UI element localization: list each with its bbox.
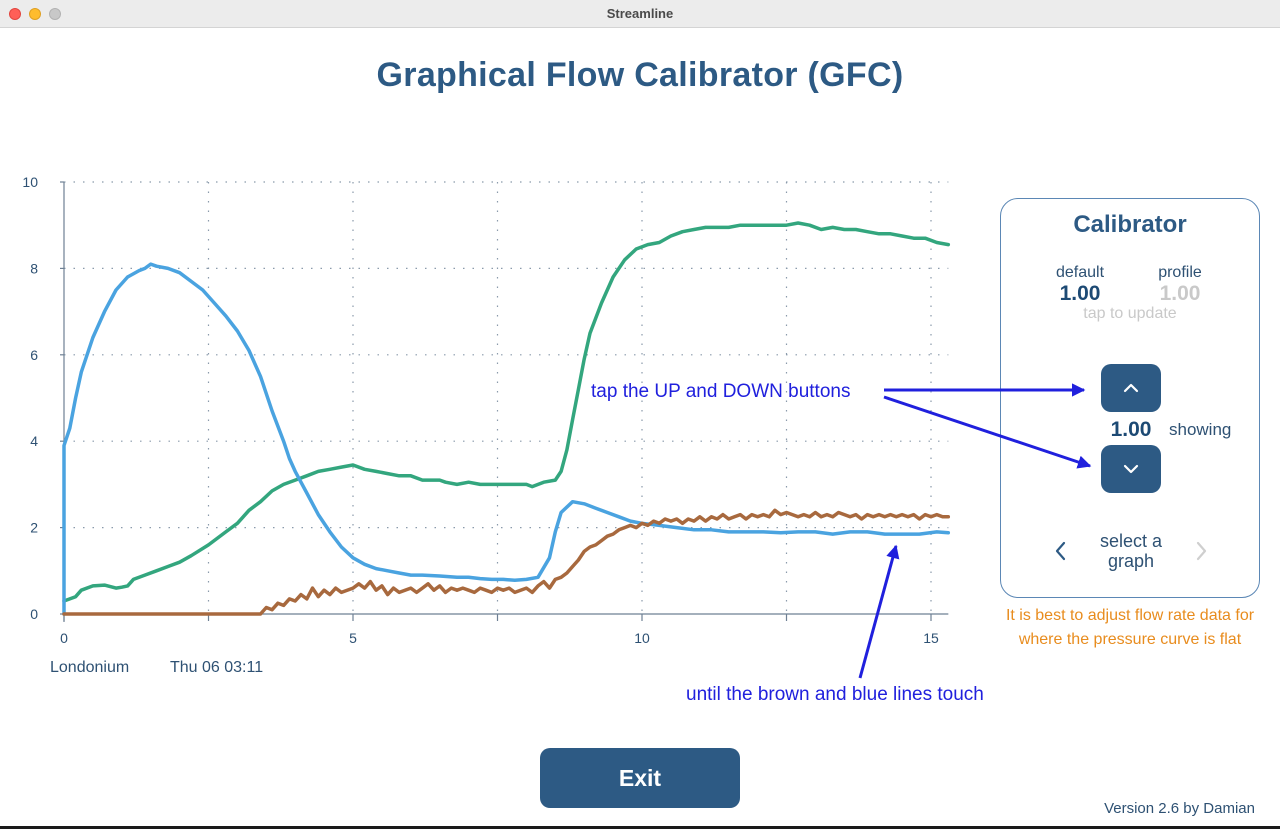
y-tick-label: 8 (30, 260, 38, 276)
title-bar: Streamline (0, 0, 1280, 28)
minimize-window-button[interactable] (29, 8, 41, 20)
window-bottom-edge (0, 826, 1280, 829)
chevron-left-icon[interactable] (1049, 539, 1073, 563)
default-value: 1.00 (1059, 282, 1101, 305)
tap-to-update-hint[interactable]: tap to update (1083, 305, 1177, 322)
series-line-2 (62, 262, 951, 616)
version-label: Version 2.6 by Damian (1104, 800, 1255, 817)
calibrator-panel: Calibrator default 1.00 profile 1.00 tap… (1000, 198, 1260, 598)
x-tick-label: 0 (60, 630, 68, 646)
default-label: default (1055, 264, 1105, 281)
profile-column[interactable]: profile 1.00 (1135, 264, 1225, 306)
chart-series (62, 221, 951, 616)
series-line-1 (62, 221, 951, 603)
advice-text: It is best to adjust flow rate data for … (1005, 607, 1255, 648)
up-button[interactable] (1101, 364, 1161, 412)
exit-button[interactable]: Exit (540, 748, 740, 808)
page-title: Graphical Flow Calibrator (GFC) (376, 56, 904, 94)
select-graph-label: select a graph (1081, 531, 1181, 571)
calibration-value: 1.00 (1110, 418, 1152, 441)
showing-label: showing (1169, 420, 1232, 439)
profile-value[interactable]: 1.00 (1159, 282, 1201, 305)
series-line-3 (62, 508, 951, 616)
x-tick-label: 15 (923, 630, 939, 646)
x-tick-label: 5 (349, 630, 357, 646)
window-title: Streamline (606, 6, 674, 21)
close-window-button[interactable] (9, 8, 21, 20)
chevron-right-icon[interactable] (1189, 539, 1213, 563)
select-graph-line-1: select a (1099, 531, 1163, 551)
down-button[interactable] (1101, 445, 1161, 493)
select-graph-line-2: graph (1107, 551, 1155, 571)
y-tick-label: 6 (30, 347, 38, 363)
y-tick-label: 0 (30, 606, 38, 622)
calibrator-title: Calibrator (1073, 211, 1187, 238)
x-tick-label: 10 (634, 630, 650, 646)
chevron-down-icon (1123, 464, 1139, 474)
annotation-lines-touch: until the brown and blue lines touch (686, 684, 984, 705)
y-tick-label: 10 (22, 174, 38, 190)
default-column: default 1.00 (1035, 264, 1125, 306)
profile-label: profile (1158, 264, 1202, 281)
annotation-tap-buttons: tap the UP and DOWN buttons (591, 381, 851, 402)
y-tick-label: 4 (30, 433, 38, 449)
zoom-window-button[interactable] (49, 8, 61, 20)
flow-chart: 0 2 4 6 8 10 0 5 10 15 (22, 174, 951, 646)
y-tick-label: 2 (30, 520, 38, 536)
chart-axes: 0 2 4 6 8 10 0 5 10 15 (22, 174, 949, 646)
datetime-label: Thu 06 03:11 (170, 659, 264, 676)
chevron-up-icon (1123, 383, 1139, 393)
location-label: Londonium (50, 659, 130, 676)
